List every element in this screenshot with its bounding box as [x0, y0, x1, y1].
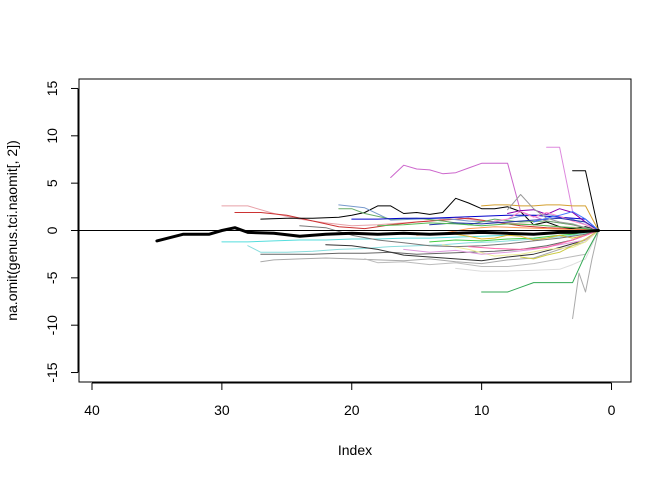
series-line-11	[351, 214, 599, 231]
series-line-7	[260, 197, 599, 231]
series-line-13	[494, 211, 599, 231]
x-tick-label: 0	[608, 402, 616, 418]
series-line-14	[429, 217, 599, 231]
y-tick-label: 15	[44, 80, 60, 96]
series-line-20	[260, 230, 599, 255]
x-tick-label: 40	[84, 402, 100, 418]
y-tick-label: -15	[44, 362, 60, 382]
series-line-9	[481, 204, 599, 231]
series-line-21	[325, 230, 599, 262]
series-line-19	[247, 230, 599, 253]
series-line-33	[468, 230, 599, 250]
series-line-30	[572, 230, 599, 320]
series-line-2	[390, 162, 599, 231]
series-line-31	[299, 225, 599, 248]
series-line-29	[481, 230, 599, 293]
y-tick-label: 10	[44, 128, 60, 144]
series-line-25	[442, 230, 599, 257]
series-line-23	[364, 230, 599, 267]
series-line-34	[533, 211, 599, 231]
x-tick-label: 30	[214, 402, 230, 418]
series-line-6	[234, 212, 599, 231]
x-tick-label: 20	[344, 402, 360, 418]
y-tick-label: 0	[44, 226, 60, 234]
x-tick-label: 10	[474, 402, 490, 418]
x-axis-label: Index	[338, 442, 372, 458]
series-line-12	[507, 208, 599, 231]
series-line-26	[403, 230, 599, 255]
y-tick-label: -10	[44, 315, 60, 335]
series-line-27	[455, 230, 599, 241]
y-tick-label: -5	[44, 271, 60, 284]
y-tick-label: 5	[44, 179, 60, 187]
series-line-16	[377, 222, 599, 231]
y-axis-label: na.omit(genus.tci.naomit[, 2])	[4, 140, 20, 321]
series-line-4	[572, 170, 599, 231]
series-line-15	[507, 194, 599, 231]
x-axis: 40 30 20 10 0	[84, 382, 616, 418]
plot-frame	[78, 78, 632, 383]
series-line-32	[520, 230, 599, 260]
series-line-22	[260, 230, 599, 265]
y-axis: -15 -10 -5 0 5 10 15	[44, 80, 79, 383]
series-layer	[155, 146, 600, 320]
series-line-1	[155, 226, 600, 243]
